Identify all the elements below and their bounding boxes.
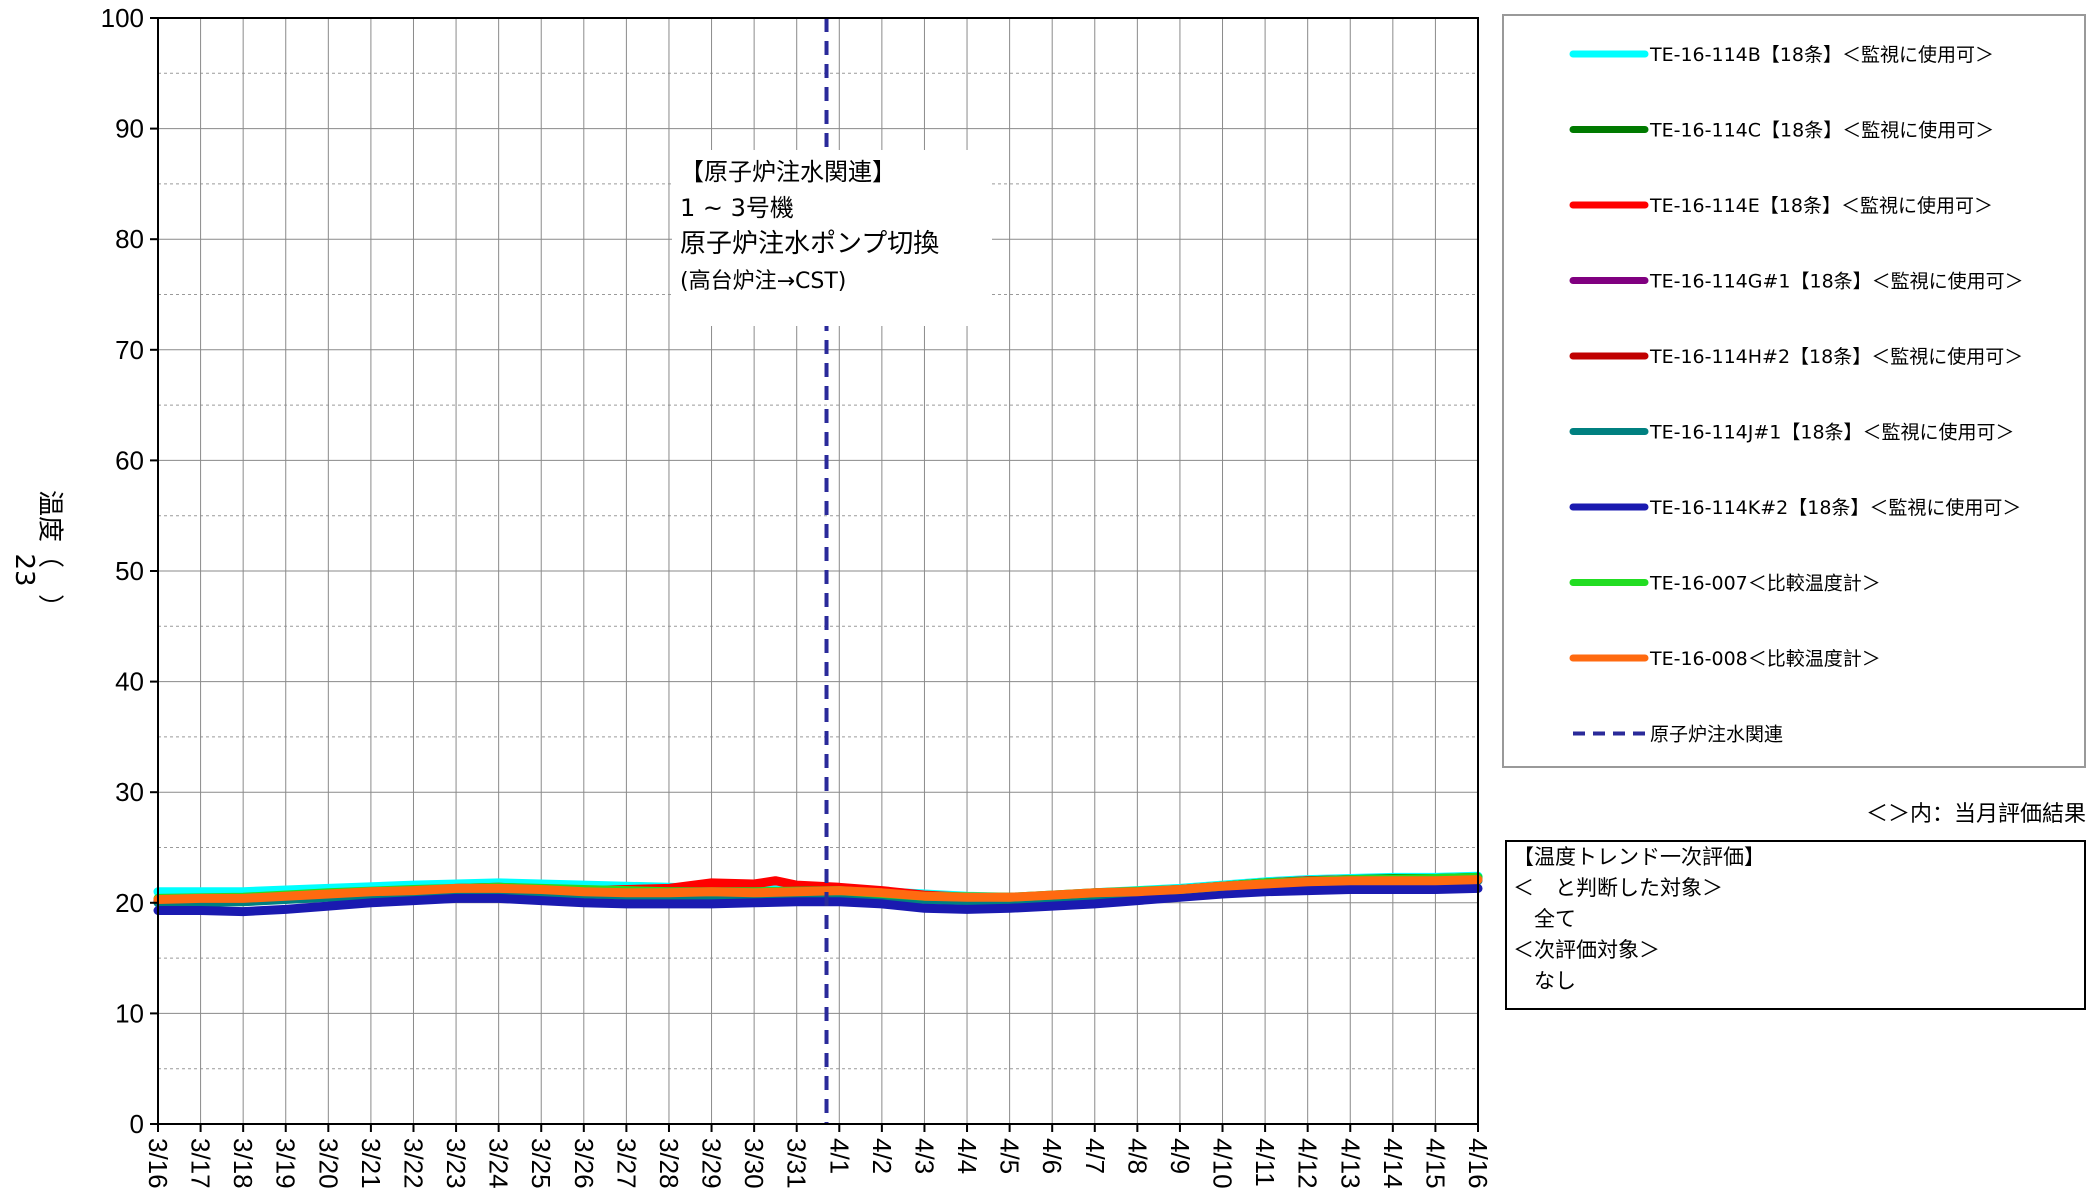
evaluation-line-1: ＜ と判断した対象＞ (1513, 876, 1723, 900)
x-tick-label: 4/14 (1378, 1138, 1408, 1189)
legend-label-10: 原子炉注水関連 (1650, 724, 1783, 746)
chart-axes: 0 10 20 30 40 50 60 70 80 90 100 3/16 3/17 3/18 3/19 3/… (101, 3, 1493, 1189)
x-tick-label: 4/4 (952, 1138, 982, 1174)
legend-label-9: TE-16-008＜比較温度計＞ (1649, 648, 1881, 670)
annotation-line-3: 原子炉注水ポンプ切換 (680, 229, 939, 259)
x-tick-label: 3/16 (143, 1138, 173, 1189)
y-tick-label: 90 (115, 114, 144, 144)
x-tick-label: 4/11 (1250, 1138, 1280, 1187)
x-tick-label: 4/6 (1037, 1138, 1067, 1174)
x-tick-label: 3/27 (611, 1138, 641, 1189)
legend-label-1: TE-16-114B【18条】＜監視に使用可＞ (1649, 44, 1994, 66)
y-axis-label: 温度（ ） (34, 489, 65, 621)
annotation-line-4: (高台炉注→CST) (680, 269, 846, 294)
x-tick-label: 3/28 (654, 1138, 684, 1189)
y-tick-label: 10 (115, 998, 144, 1028)
legend-note: ＜＞内：当月評価結果 (1865, 802, 2086, 827)
evaluation-title: 【温度トレンド一次評価】 (1513, 845, 1765, 869)
x-tick-label: 3/29 (697, 1138, 727, 1189)
legend-label-8: TE-16-007＜比較温度計＞ (1649, 573, 1881, 595)
legend-label-2: TE-16-114C【18条】＜監視に使用可＞ (1649, 120, 1994, 142)
legend-label-3: TE-16-114E【18条】＜監視に使用可＞ (1649, 195, 1993, 217)
x-tick-label: 3/21 (356, 1138, 386, 1189)
x-tick-label: 4/1 (824, 1138, 854, 1174)
x-tick-label: 3/31 (782, 1138, 812, 1189)
legend-label-6: TE-16-114J#1【18条】＜監視に使用可＞ (1649, 422, 2015, 444)
y-tick-label: 20 (115, 888, 144, 918)
x-tick-label: 3/24 (484, 1138, 514, 1189)
y-tick-label: 70 (115, 335, 144, 365)
x-tick-label: 4/5 (995, 1138, 1025, 1174)
evaluation-line-3: ＜次評価対象＞ (1513, 938, 1660, 962)
annotation-line-2: 1 ~ 3号機 (680, 194, 794, 222)
x-tick-label: 4/9 (1165, 1138, 1195, 1174)
x-tick-label: 4/2 (867, 1138, 897, 1174)
y-tick-label: 60 (115, 445, 144, 475)
legend-label-7: TE-16-114K#2【18条】＜監視に使用可＞ (1649, 497, 2021, 519)
x-tick-label: 4/7 (1080, 1138, 1110, 1174)
legend-label-5: TE-16-114H#2【18条】＜監視に使用可＞ (1649, 346, 2023, 368)
x-tick-label: 3/17 (186, 1138, 216, 1189)
x-tick-label: 4/12 (1293, 1138, 1323, 1189)
annotation-line-1: 【原子炉注水関連】 (680, 158, 896, 186)
evaluation-line-4: なし (1513, 969, 1576, 993)
x-tick-label: 3/18 (228, 1138, 258, 1189)
chart-legend: TE-16-114B【18条】＜監視に使用可＞ TE-16-114C【18条】＜監… (1502, 14, 2086, 768)
y-tick-label: 30 (115, 777, 144, 807)
x-tick-label: 4/10 (1208, 1138, 1238, 1189)
y-tick-label: 100 (101, 3, 144, 33)
y-tick-label: 0 (130, 1109, 144, 1139)
side-page-number: 23 (9, 553, 39, 587)
legend-label-4: TE-16-114G#1【18条】＜監視に使用可＞ (1649, 271, 2024, 293)
y-tick-label: 40 (115, 667, 144, 697)
x-tick-label: 4/3 (909, 1138, 939, 1174)
x-tick-label: 3/23 (441, 1138, 471, 1189)
y-tick-label: 80 (115, 224, 144, 254)
series-line-9 (153, 875, 1483, 904)
evaluation-line-2: 全て (1513, 907, 1576, 931)
x-tick-label: 4/15 (1420, 1138, 1450, 1189)
x-tick-label: 3/30 (739, 1138, 769, 1189)
x-tick-label: 3/20 (313, 1138, 343, 1189)
x-tick-label: 4/13 (1335, 1138, 1365, 1189)
series-lines (153, 871, 1483, 917)
x-tick-label: 3/22 (398, 1138, 428, 1189)
x-tick-label: 3/25 (526, 1138, 556, 1189)
x-tick-label: 4/16 (1463, 1138, 1493, 1189)
x-tick-label: 3/26 (569, 1138, 599, 1189)
x-tick-label: 4/8 (1122, 1138, 1152, 1174)
y-tick-label: 50 (115, 556, 144, 586)
evaluation-box: 【温度トレンド一次評価】 ＜ と判断した対象＞ 全て ＜次評価対象＞ なし (1505, 840, 2086, 1010)
annotation-box (672, 150, 992, 326)
series-line-7 (153, 883, 1483, 917)
x-tick-label: 3/19 (271, 1138, 301, 1189)
legend-box (1502, 14, 2086, 768)
